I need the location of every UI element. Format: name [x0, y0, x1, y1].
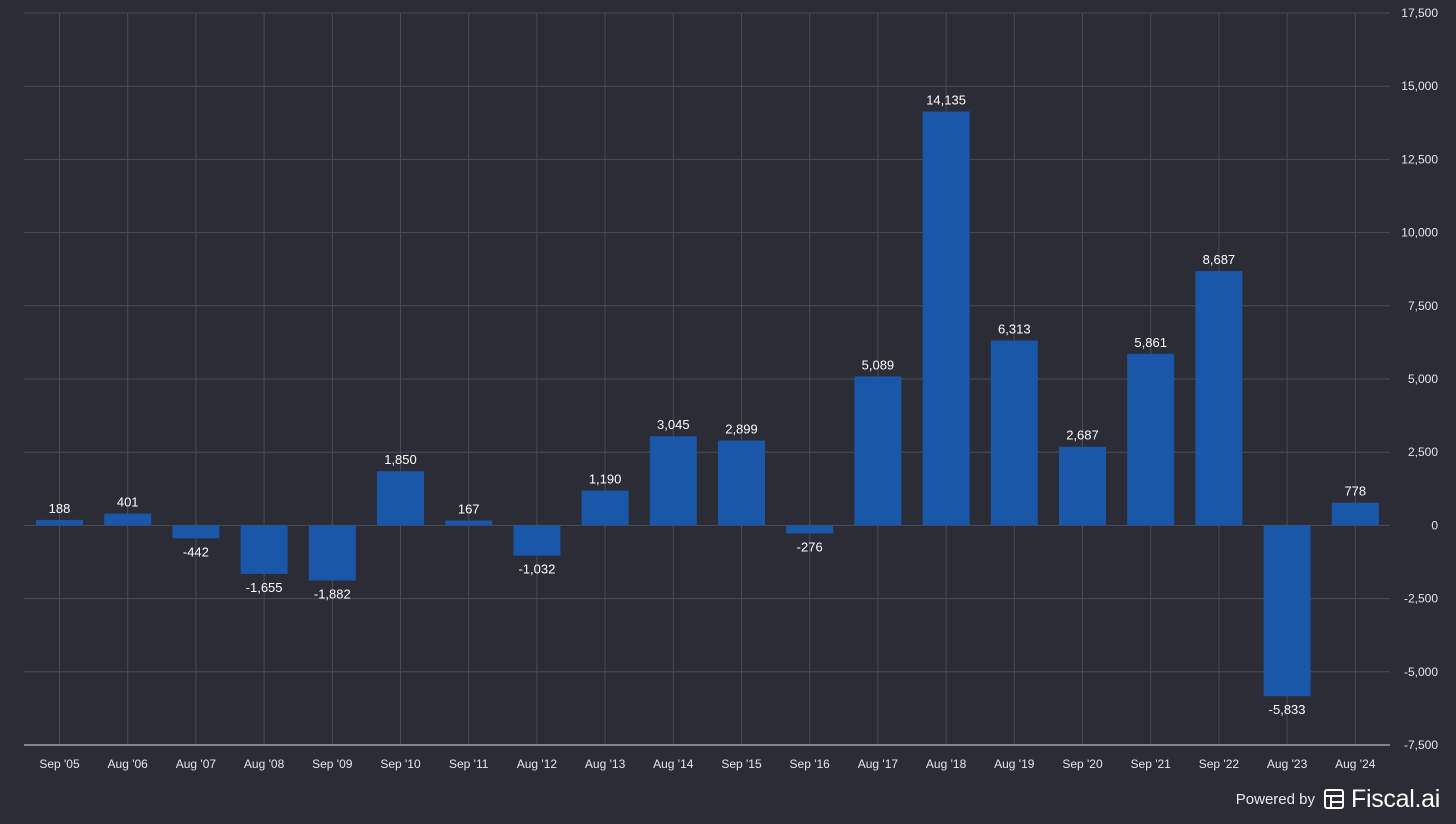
data-label: -1,032 [518, 562, 555, 577]
data-label: 167 [458, 502, 480, 517]
x-tick-label: Sep '16 [790, 757, 831, 771]
y-tick-label: -7,500 [1404, 738, 1438, 752]
bar[interactable] [922, 111, 970, 526]
y-tick-label: 12,500 [1401, 152, 1438, 166]
y-tick-label: 10,000 [1401, 226, 1438, 240]
bar[interactable] [581, 490, 629, 526]
x-axis-tick-labels: Sep '05 Aug '06 Aug '07 Aug '08 Sep '09 Sep '… [39, 757, 1375, 771]
data-label: -442 [183, 544, 209, 559]
bar[interactable] [1127, 353, 1175, 526]
bar[interactable] [649, 436, 697, 526]
bar-series [36, 111, 1379, 697]
x-tick-label: Sep '20 [1062, 757, 1103, 771]
data-label: 5,089 [862, 357, 895, 372]
x-tick-label: Aug '23 [1267, 757, 1308, 771]
x-tick-label: Sep '10 [380, 757, 421, 771]
bar[interactable] [36, 519, 83, 526]
y-tick-label: 0 [1431, 518, 1438, 532]
bar[interactable] [990, 340, 1038, 526]
bar[interactable] [513, 525, 561, 556]
x-tick-label: Aug '24 [1335, 757, 1376, 771]
x-tick-label: Sep '11 [449, 757, 489, 771]
bar[interactable] [172, 525, 220, 539]
data-label: -1,882 [314, 587, 351, 602]
data-label: 2,687 [1066, 428, 1099, 443]
bar[interactable] [854, 376, 902, 526]
bar[interactable] [308, 525, 356, 581]
x-tick-label: Sep '09 [312, 757, 353, 771]
bar[interactable] [445, 520, 493, 526]
y-tick-label: 7,500 [1408, 299, 1438, 313]
bar[interactable] [240, 525, 288, 574]
data-label: 1,850 [384, 452, 417, 467]
y-tick-label: 15,000 [1401, 79, 1438, 93]
data-label: 8,687 [1203, 252, 1236, 267]
y-tick-label: 17,500 [1401, 6, 1438, 20]
horizontal-gridlines [24, 12, 1390, 673]
x-tick-label: Sep '21 [1131, 757, 1172, 771]
bar[interactable] [377, 471, 424, 526]
x-tick-label: Aug '18 [926, 757, 967, 771]
data-label: -276 [797, 539, 823, 554]
y-axis-tick-labels: 17,500 15,000 12,500 10,000 7,500 5,000 2,500 0… [1401, 6, 1438, 752]
brand-name: Fiscal.ai [1351, 784, 1440, 813]
x-tick-label: Aug '08 [244, 757, 285, 771]
x-tick-label: Aug '17 [858, 757, 899, 771]
data-label: -1,655 [246, 580, 283, 595]
powered-by-text: Powered by [1235, 790, 1315, 808]
x-tick-label: Sep '15 [721, 757, 762, 771]
x-tick-label: Sep '22 [1199, 757, 1240, 771]
data-label: 2,899 [725, 422, 758, 437]
x-tick-label: Aug '19 [994, 757, 1035, 771]
y-tick-label: -5,000 [1404, 665, 1438, 679]
fiscal-logo-icon [1323, 788, 1345, 810]
y-tick-label: 5,000 [1408, 372, 1438, 386]
bar[interactable] [718, 440, 765, 526]
data-label: 5,861 [1134, 335, 1167, 350]
data-label: 778 [1344, 484, 1366, 499]
data-labels: 188 401 -442 -1,655 -1,882 1,850 167 -1,032 1,19… [49, 93, 1367, 718]
x-tick-label: Aug '06 [108, 757, 149, 771]
bar[interactable] [104, 513, 152, 526]
bar[interactable] [1331, 502, 1379, 526]
x-tick-label: Sep '05 [39, 757, 80, 771]
powered-by-watermark[interactable]: Powered by Fiscal.ai [1235, 784, 1441, 813]
data-label: 188 [49, 501, 71, 516]
data-label: 14,135 [926, 93, 966, 108]
y-tick-label: -2,500 [1404, 592, 1438, 606]
bar[interactable] [1059, 446, 1106, 526]
x-tick-label: Aug '07 [176, 757, 217, 771]
bar[interactable] [1263, 525, 1311, 697]
x-tick-label: Aug '14 [653, 757, 694, 771]
data-label: 1,190 [589, 472, 622, 487]
bar[interactable] [1195, 271, 1243, 526]
data-label: 401 [117, 495, 139, 510]
data-label: 3,045 [657, 417, 690, 432]
data-label: 6,313 [998, 322, 1031, 337]
x-tick-label: Aug '13 [585, 757, 626, 771]
x-tick-label: Aug '12 [517, 757, 558, 771]
data-label: -5,833 [1269, 702, 1306, 717]
y-tick-label: 2,500 [1408, 445, 1438, 459]
bar[interactable] [786, 525, 834, 534]
